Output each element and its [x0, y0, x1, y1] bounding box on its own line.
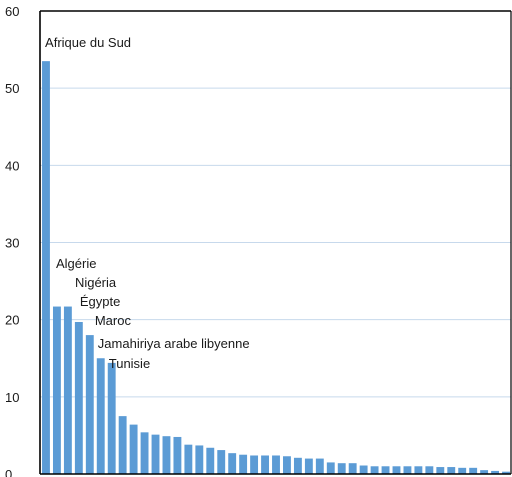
y-axis-ticks: 0 10 20 30 40 50 60 [5, 4, 19, 477]
bar-annotation: Afrique du Sud [45, 35, 131, 50]
bar [63, 306, 72, 474]
bars [42, 61, 510, 475]
bar [42, 61, 50, 475]
bar [217, 450, 226, 474]
plot-frame [39, 10, 512, 475]
bar-annotation: Algérie [56, 256, 96, 271]
bar [52, 306, 61, 474]
bar [74, 321, 83, 474]
bar [85, 335, 94, 474]
bar [107, 362, 116, 474]
bar [283, 456, 291, 474]
bar [447, 467, 456, 474]
bar [250, 455, 259, 474]
bar [436, 467, 445, 474]
bar-annotation: Tunisie [109, 356, 150, 371]
bar [414, 466, 423, 474]
bar [326, 462, 335, 474]
y-tick-label: 60 [5, 4, 19, 19]
bar-annotation: Égypte [80, 294, 120, 309]
bar [206, 447, 215, 474]
y-tick-label: 0 [5, 467, 12, 477]
bar [502, 471, 510, 474]
bar [381, 466, 390, 474]
y-tick-label: 20 [5, 313, 19, 328]
bar [348, 463, 357, 474]
bar [392, 466, 401, 474]
bar [480, 470, 489, 474]
bar-annotation: Maroc [95, 313, 132, 328]
y-tick-label: 50 [5, 81, 19, 96]
bar-annotation: Nigéria [75, 275, 117, 290]
bar [403, 466, 412, 474]
gridlines [40, 87, 511, 398]
bar [118, 416, 127, 474]
y-tick-label: 30 [5, 236, 19, 251]
bar [96, 358, 105, 474]
bar [293, 457, 302, 474]
bar [370, 466, 379, 474]
annotations: Afrique du Sud Algérie Nigéria Égypte Maroc J… [45, 35, 250, 371]
y-tick-label: 10 [5, 390, 19, 405]
bar [195, 445, 204, 474]
bar [458, 467, 467, 474]
bar [491, 470, 500, 474]
bar [151, 434, 160, 474]
y-tick-label: 40 [5, 158, 19, 173]
bar [228, 453, 237, 474]
bar [272, 455, 280, 474]
bar [129, 424, 138, 474]
bar [469, 467, 478, 474]
bar [162, 436, 171, 474]
bar [184, 444, 193, 474]
bar [425, 466, 434, 474]
bar [173, 436, 182, 474]
bar-annotation: Jamahiriya arabe libyenne [98, 336, 250, 351]
bar [261, 455, 269, 474]
bar [337, 463, 346, 474]
bar [140, 432, 149, 474]
bar [315, 458, 324, 474]
bar [359, 465, 368, 474]
bar [304, 458, 313, 474]
bar [239, 454, 248, 474]
